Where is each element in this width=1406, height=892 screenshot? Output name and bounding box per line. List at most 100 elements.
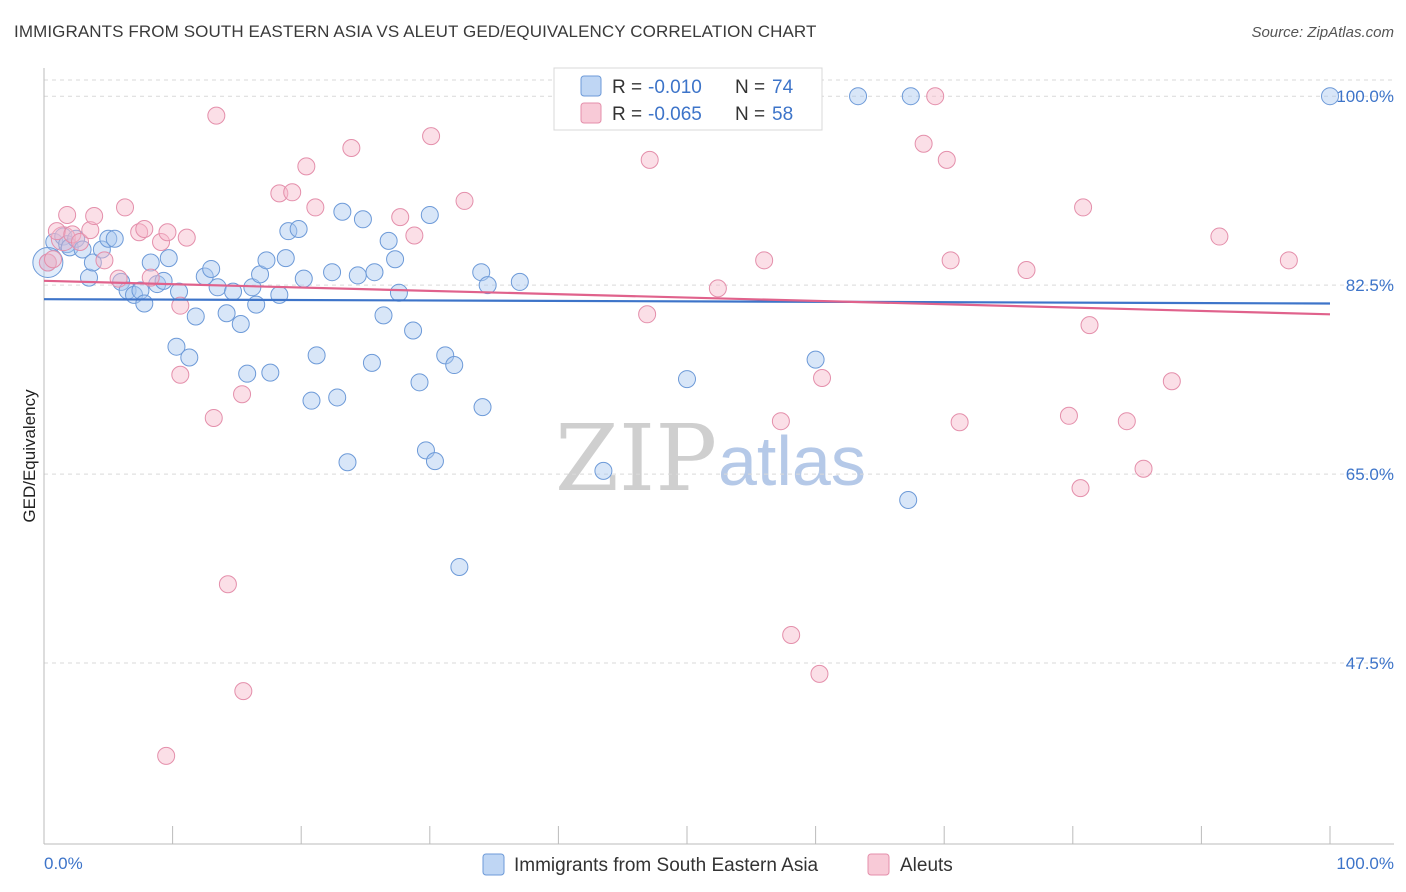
sea-point (374, 306, 393, 325)
sea-point (353, 210, 372, 229)
sea-point (135, 294, 154, 313)
sea-point (806, 350, 825, 369)
sea-point (365, 263, 384, 282)
sea-point (328, 388, 347, 407)
y-tick-label: 82.5% (1346, 276, 1394, 295)
bottom-legend-swatch-pink (867, 853, 890, 876)
sea-point (99, 229, 118, 248)
y-tick-label: 100.0% (1336, 87, 1394, 106)
aleut-point (95, 251, 114, 270)
aleut-point (171, 365, 190, 384)
chart-source: Source: ZipAtlas.com (1251, 24, 1394, 41)
sea-point (678, 370, 696, 389)
aleut-point (38, 253, 57, 272)
sea-point (379, 231, 398, 250)
y-tick-labels: 47.5% 65.0% 82.5% 100.0% (1336, 87, 1394, 673)
aleut-point (157, 746, 176, 765)
aleut-point (1080, 316, 1099, 335)
sea-point (217, 304, 236, 323)
aleut-point (1017, 261, 1036, 280)
aleut-point (771, 412, 790, 431)
sea-point (323, 263, 342, 282)
aleut-point (1210, 227, 1229, 246)
aleut-point (813, 369, 832, 388)
sea-point (180, 348, 199, 367)
aleut-point (782, 625, 801, 644)
sea-point (510, 272, 529, 291)
aleut-point (71, 232, 90, 251)
aleut-point (85, 207, 104, 226)
top-legend: R = -0.010 N = 74 R = -0.065 N = 58 (553, 67, 823, 131)
aleut-point-cluster (50, 226, 76, 252)
aleut-point (950, 413, 969, 432)
y-tick-label: 65.0% (1346, 465, 1394, 484)
aleut-point (218, 575, 237, 594)
aleut-point (926, 87, 945, 106)
aleut-point (141, 268, 160, 287)
aleut-point (1074, 198, 1093, 217)
aleut-point (207, 106, 226, 125)
aleut-point (109, 269, 128, 288)
aleut-point (234, 682, 253, 701)
sea-point (294, 269, 313, 288)
watermark-atlas: atlas (718, 422, 866, 500)
sea-point (83, 253, 102, 272)
sea-point (159, 249, 178, 268)
aleut-point (204, 408, 223, 427)
aleut-point (914, 134, 933, 153)
aleut-point (130, 223, 149, 242)
aleut-point (44, 250, 63, 269)
sea-point (289, 220, 308, 239)
aleut-point (1134, 459, 1153, 478)
sea-point (420, 205, 439, 224)
y-axis-title: GED/Equivalency (20, 389, 39, 523)
aleut-point (306, 198, 325, 217)
legend-r-value-blue: -0.010 (648, 77, 702, 98)
aleut-point (1162, 372, 1181, 391)
aleut-point (116, 198, 135, 217)
sea-point (141, 253, 160, 272)
aleut-point (152, 232, 171, 251)
aleut-point (342, 139, 361, 158)
sea-point (425, 452, 444, 471)
sea-point (849, 87, 868, 106)
aleut-point (405, 226, 424, 245)
sea-point (333, 202, 352, 221)
sea-point (247, 295, 266, 314)
aleut-point (1117, 412, 1136, 431)
aleut-point (158, 223, 177, 242)
sea-point (386, 250, 405, 269)
x-tick-label-max: 100.0% (1336, 854, 1394, 873)
sea-point (257, 251, 276, 270)
aleut-point (297, 157, 316, 176)
bottom-legend-label-blue: Immigrants from South Eastern Asia (514, 855, 819, 876)
sea-point (901, 87, 920, 106)
legend-r-label-blue: R = (612, 77, 642, 98)
aleut-point (640, 150, 659, 169)
sea-point (478, 276, 497, 295)
sea-point (450, 557, 469, 576)
aleut-point (755, 251, 774, 270)
x-tick-label-min: 0.0% (44, 854, 83, 873)
aleut-point (1279, 251, 1298, 270)
sea-point (302, 391, 321, 410)
series-pink-points (38, 87, 1298, 765)
sea-point (238, 364, 257, 383)
sea-point (231, 315, 250, 334)
legend-r-label-pink: R = (612, 104, 642, 125)
aleut-point (47, 222, 66, 241)
aleut-point (81, 221, 100, 240)
trend-lines (43, 279, 1331, 316)
sea-point (105, 229, 124, 248)
aleut-point (171, 296, 190, 315)
x-axis-ticks (43, 826, 1331, 844)
bottom-legend-swatch-blue (482, 853, 505, 876)
aleut-point (63, 225, 82, 244)
y-tick-label: 47.5% (1346, 654, 1394, 673)
legend-n-value-blue: 74 (772, 77, 794, 98)
aleut-trend-line (43, 279, 1331, 316)
aleut-point (941, 251, 960, 270)
sea-point (202, 259, 221, 278)
aleut-point (58, 205, 77, 224)
